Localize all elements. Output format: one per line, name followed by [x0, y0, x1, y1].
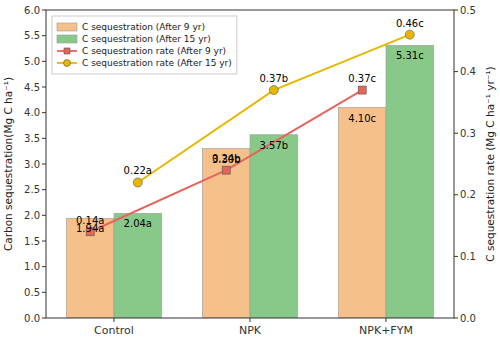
tick [42, 112, 46, 113]
marker [358, 86, 366, 94]
tick [42, 10, 46, 11]
tick [454, 71, 458, 72]
tick [250, 318, 251, 322]
tick-label: NPK [239, 324, 262, 337]
tick [42, 87, 46, 88]
data-label: 0.37b [259, 73, 288, 84]
legend-marker [64, 48, 70, 54]
bar [114, 213, 162, 318]
axis-label: C sequestration rate (Mg C ha⁻¹ yr⁻¹) [484, 66, 496, 261]
tick-label: 4.5 [24, 82, 40, 93]
marker [133, 178, 142, 187]
bar [66, 218, 114, 318]
tick-label: 1.0 [24, 261, 40, 272]
tick [42, 189, 46, 190]
data-label: 0.37c [348, 73, 376, 84]
legend-swatch [57, 23, 77, 31]
tick-label: 2.0 [24, 210, 40, 221]
axis-label: Carbon sequestration(Mg C ha⁻¹) [2, 77, 14, 251]
tick-label: 3.5 [24, 133, 40, 144]
tick-label: 3.0 [24, 159, 40, 170]
legend-box [52, 16, 237, 74]
tick [42, 266, 46, 267]
tick-label: 0.4 [460, 66, 476, 77]
tick-label: Control [94, 324, 134, 337]
tick-label: 2.5 [24, 184, 40, 195]
legend-label: C sequestration (After 9 yr) [82, 22, 205, 32]
marker [405, 30, 414, 39]
bar [338, 108, 386, 318]
legend: C sequestration (After 9 yr) C sequestrat… [52, 16, 237, 74]
tick-label: NPK+FYM [359, 324, 413, 337]
tick [114, 318, 115, 322]
tick [42, 35, 46, 36]
data-label: 2.04a [124, 218, 152, 229]
chart: 1.94a3.30b4.10c2.04a3.57b5.31c0.14a0.24b… [0, 0, 500, 346]
marker [269, 86, 278, 95]
tick-label: 4.0 [24, 107, 40, 118]
legend-label: C sequestration (After 15 yr) [82, 34, 211, 44]
tick [386, 318, 387, 322]
tick-label: 0.2 [460, 189, 476, 200]
tick [42, 241, 46, 242]
tick-label: 0.5 [24, 287, 40, 298]
tick [42, 138, 46, 139]
tick [42, 318, 46, 319]
data-label: 0.46c [396, 18, 424, 29]
tick-label: 1.5 [24, 236, 40, 247]
line [90, 90, 362, 232]
tick [454, 194, 458, 195]
data-label: 5.31c [396, 50, 424, 61]
data-label: 3.30b [212, 154, 241, 165]
tick [42, 61, 46, 62]
tick-label: 0.3 [460, 128, 476, 139]
tick-label: 0.1 [460, 251, 476, 262]
tick [454, 318, 458, 319]
bar [202, 149, 250, 318]
legend-label: C sequestration rate (After 9 yr) [82, 46, 226, 56]
marker [222, 166, 230, 174]
bar [250, 135, 298, 318]
data-label: 3.57b [259, 140, 288, 151]
tick-label: 0.0 [460, 313, 476, 324]
tick [42, 215, 46, 216]
tick-label: 0.0 [24, 313, 40, 324]
data-label: 0.24b [212, 153, 241, 164]
tick [454, 10, 458, 11]
tick [454, 133, 458, 134]
data-label: 0.22a [124, 165, 152, 176]
legend-label: C sequestration rate (After 15 yr) [82, 58, 232, 68]
bar [386, 45, 434, 318]
data-label: 0.14a [76, 215, 104, 226]
legend-swatch [57, 35, 77, 43]
tick-label: 0.5 [460, 5, 476, 16]
data-label: 4.10c [348, 113, 376, 124]
tick-label: 5.0 [24, 56, 40, 67]
tick-label: 5.5 [24, 30, 40, 41]
tick [42, 292, 46, 293]
tick-label: 6.0 [24, 5, 40, 16]
tick [454, 256, 458, 257]
legend-marker [64, 60, 71, 67]
tick [42, 164, 46, 165]
plot-frame [46, 10, 454, 318]
